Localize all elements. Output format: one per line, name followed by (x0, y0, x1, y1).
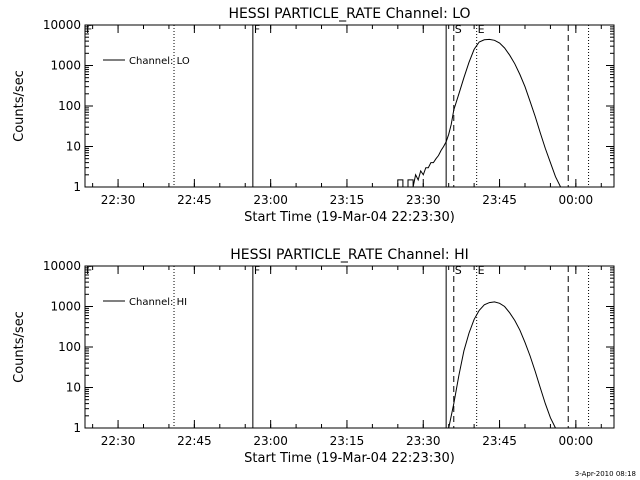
marker-label: F (254, 23, 260, 36)
x-tick-label: 23:15 (330, 434, 365, 448)
marker-label: E (478, 264, 485, 277)
legend-entry: Channel: HI (129, 297, 187, 308)
plot-frame (84, 265, 615, 429)
chart-panel-hi: HESSI PARTICLE_RATE Channel: HI 22:30 22:4… (12, 247, 615, 466)
y-tick-label: 1 (73, 180, 81, 194)
x-tick-label: 23:00 (253, 193, 288, 207)
footer-timestamp: 3-Apr-2010 08:18 (575, 470, 636, 478)
y-tick-label: 10000 (43, 259, 81, 273)
x-tick-label: 23:15 (330, 193, 365, 207)
x-tick-label: 22:45 (177, 193, 212, 207)
x-tick-label: 23:30 (406, 193, 441, 207)
chart-panel-lo: HESSI PARTICLE_RATE Channel: LO 22:30 22:4… (12, 6, 615, 225)
marker-label: S (455, 23, 462, 36)
x-tick-label: 23:45 (482, 434, 517, 448)
legend-entry: Channel: LO (129, 56, 190, 67)
marker-label: F (254, 264, 260, 277)
y-axis-label: Counts/sec (12, 311, 27, 383)
y-tick-label: 100 (58, 340, 81, 354)
y-tick-label: 10 (66, 381, 81, 395)
y-axis-label: Counts/sec (12, 70, 27, 142)
x-tick-label: 22:30 (101, 193, 136, 207)
x-axis-label: Start Time (19-Mar-04 22:23:30) (244, 451, 455, 466)
x-tick-label: 00:00 (559, 434, 594, 448)
x-tick-label: 22:30 (101, 434, 136, 448)
y-tick-label: 1 (73, 421, 81, 435)
x-tick-label: 00:00 (559, 193, 594, 207)
series-line (448, 301, 556, 429)
y-tick-label: 1000 (50, 300, 81, 314)
x-tick-label: 23:45 (482, 193, 517, 207)
plot-frame (84, 24, 615, 188)
x-tick-label: 23:00 (253, 434, 288, 448)
series-line (397, 38, 562, 188)
x-axis-label: Start Time (19-Mar-04 22:23:30) (244, 210, 455, 225)
x-tick-label: 22:45 (177, 434, 212, 448)
y-tick-label: 10000 (43, 18, 81, 32)
y-tick-label: 1000 (50, 59, 81, 73)
marker-label: F (86, 264, 92, 277)
marker-label: F (86, 23, 92, 36)
marker-label: E (478, 23, 485, 36)
chart-title: HESSI PARTICLE_RATE Channel: HI (230, 247, 468, 263)
chart-title: HESSI PARTICLE_RATE Channel: LO (228, 6, 470, 22)
x-tick-label: 23:30 (406, 434, 441, 448)
y-tick-label: 100 (58, 99, 81, 113)
y-tick-label: 10 (66, 140, 81, 154)
marker-label: S (455, 264, 462, 277)
